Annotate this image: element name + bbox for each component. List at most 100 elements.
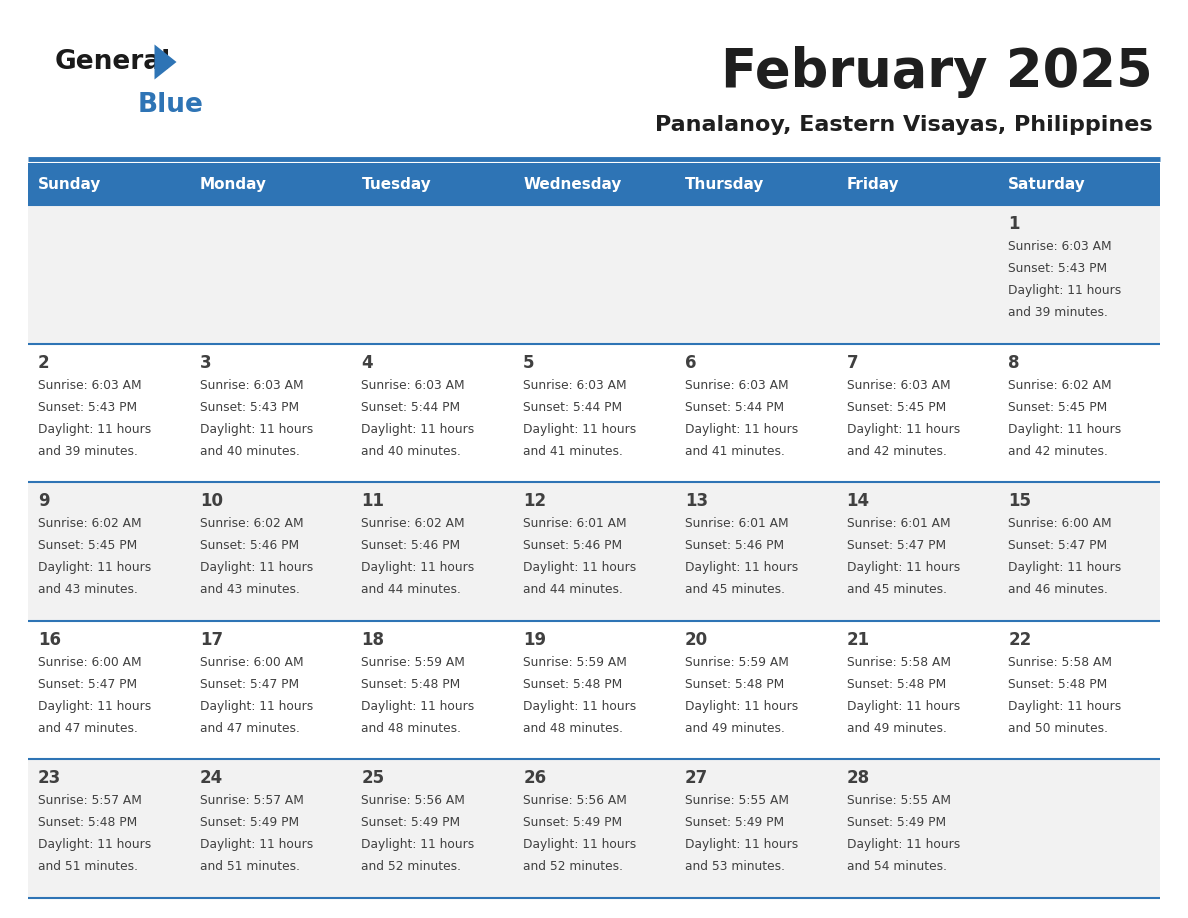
Text: 25: 25 xyxy=(361,769,385,788)
Text: 23: 23 xyxy=(38,769,62,788)
Bar xyxy=(513,482,675,621)
Text: Monday: Monday xyxy=(200,176,267,192)
Text: Sunset: 5:49 PM: Sunset: 5:49 PM xyxy=(200,816,299,829)
Bar xyxy=(513,621,675,759)
Text: 9: 9 xyxy=(38,492,50,510)
Text: Sunrise: 5:59 AM: Sunrise: 5:59 AM xyxy=(361,655,466,669)
Text: Sunrise: 6:01 AM: Sunrise: 6:01 AM xyxy=(523,517,627,531)
Text: 20: 20 xyxy=(684,631,708,649)
Text: Sunrise: 5:59 AM: Sunrise: 5:59 AM xyxy=(523,655,627,669)
Text: Daylight: 11 hours: Daylight: 11 hours xyxy=(523,838,637,851)
Text: 18: 18 xyxy=(361,631,385,649)
Bar xyxy=(675,205,836,343)
Bar xyxy=(513,759,675,898)
Text: Sunset: 5:47 PM: Sunset: 5:47 PM xyxy=(38,677,137,691)
Text: Sunset: 5:49 PM: Sunset: 5:49 PM xyxy=(361,816,461,829)
Text: 7: 7 xyxy=(847,353,858,372)
Text: 15: 15 xyxy=(1009,492,1031,510)
Bar xyxy=(675,343,836,482)
Bar xyxy=(352,163,513,205)
Text: Panalanoy, Eastern Visayas, Philippines: Panalanoy, Eastern Visayas, Philippines xyxy=(656,115,1154,135)
Text: Sunset: 5:46 PM: Sunset: 5:46 PM xyxy=(361,539,461,553)
Text: 16: 16 xyxy=(38,631,61,649)
Bar xyxy=(513,163,675,205)
Text: 24: 24 xyxy=(200,769,223,788)
Text: Friday: Friday xyxy=(847,176,899,192)
Text: Sunrise: 5:57 AM: Sunrise: 5:57 AM xyxy=(200,794,304,808)
Text: Sunrise: 5:58 AM: Sunrise: 5:58 AM xyxy=(847,655,950,669)
Bar xyxy=(29,343,190,482)
Text: 26: 26 xyxy=(523,769,546,788)
Text: Sunrise: 6:03 AM: Sunrise: 6:03 AM xyxy=(847,378,950,392)
Text: Daylight: 11 hours: Daylight: 11 hours xyxy=(200,561,312,574)
Text: Sunrise: 6:01 AM: Sunrise: 6:01 AM xyxy=(684,517,789,531)
Text: Sunset: 5:44 PM: Sunset: 5:44 PM xyxy=(361,400,461,414)
Text: and 52 minutes.: and 52 minutes. xyxy=(523,860,624,873)
Text: 19: 19 xyxy=(523,631,546,649)
Text: 4: 4 xyxy=(361,353,373,372)
Text: 17: 17 xyxy=(200,631,223,649)
Bar xyxy=(352,343,513,482)
Text: Sunrise: 5:56 AM: Sunrise: 5:56 AM xyxy=(523,794,627,808)
Text: and 41 minutes.: and 41 minutes. xyxy=(523,444,623,457)
Bar xyxy=(836,621,998,759)
Text: 3: 3 xyxy=(200,353,211,372)
Text: Sunset: 5:48 PM: Sunset: 5:48 PM xyxy=(684,677,784,691)
Text: Wednesday: Wednesday xyxy=(523,176,621,192)
Text: Sunrise: 5:55 AM: Sunrise: 5:55 AM xyxy=(847,794,950,808)
Bar xyxy=(998,482,1159,621)
Text: Sunset: 5:48 PM: Sunset: 5:48 PM xyxy=(1009,677,1107,691)
Bar xyxy=(675,759,836,898)
Text: Sunrise: 6:02 AM: Sunrise: 6:02 AM xyxy=(361,517,465,531)
Text: Daylight: 11 hours: Daylight: 11 hours xyxy=(38,838,151,851)
Text: Sunrise: 5:55 AM: Sunrise: 5:55 AM xyxy=(684,794,789,808)
Text: and 53 minutes.: and 53 minutes. xyxy=(684,860,785,873)
Bar xyxy=(513,343,675,482)
Bar xyxy=(190,343,352,482)
Text: Sunrise: 6:03 AM: Sunrise: 6:03 AM xyxy=(684,378,789,392)
Text: and 41 minutes.: and 41 minutes. xyxy=(684,444,785,457)
Text: 28: 28 xyxy=(847,769,870,788)
Text: Sunrise: 6:02 AM: Sunrise: 6:02 AM xyxy=(38,517,141,531)
Text: 5: 5 xyxy=(523,353,535,372)
Text: Sunrise: 6:03 AM: Sunrise: 6:03 AM xyxy=(1009,240,1112,253)
Text: Sunrise: 6:03 AM: Sunrise: 6:03 AM xyxy=(38,378,141,392)
Text: 8: 8 xyxy=(1009,353,1019,372)
Text: Sunset: 5:49 PM: Sunset: 5:49 PM xyxy=(523,816,623,829)
Text: Daylight: 11 hours: Daylight: 11 hours xyxy=(200,422,312,436)
Text: Sunrise: 6:03 AM: Sunrise: 6:03 AM xyxy=(361,378,465,392)
Text: February 2025: February 2025 xyxy=(721,46,1154,98)
Text: Sunset: 5:47 PM: Sunset: 5:47 PM xyxy=(1009,539,1107,553)
Text: 27: 27 xyxy=(684,769,708,788)
Bar xyxy=(352,759,513,898)
Text: and 43 minutes.: and 43 minutes. xyxy=(200,583,299,596)
Text: Daylight: 11 hours: Daylight: 11 hours xyxy=(847,700,960,712)
Text: Sunset: 5:48 PM: Sunset: 5:48 PM xyxy=(523,677,623,691)
Text: Sunrise: 6:00 AM: Sunrise: 6:00 AM xyxy=(200,655,303,669)
Text: 2: 2 xyxy=(38,353,50,372)
Text: Sunset: 5:46 PM: Sunset: 5:46 PM xyxy=(523,539,623,553)
Text: and 42 minutes.: and 42 minutes. xyxy=(1009,444,1108,457)
Text: and 50 minutes.: and 50 minutes. xyxy=(1009,722,1108,734)
Bar xyxy=(998,163,1159,205)
Text: and 44 minutes.: and 44 minutes. xyxy=(523,583,623,596)
Bar xyxy=(836,482,998,621)
Text: Daylight: 11 hours: Daylight: 11 hours xyxy=(523,700,637,712)
Bar xyxy=(352,482,513,621)
Polygon shape xyxy=(154,44,177,80)
Bar xyxy=(352,621,513,759)
Text: Sunset: 5:46 PM: Sunset: 5:46 PM xyxy=(684,539,784,553)
Text: and 51 minutes.: and 51 minutes. xyxy=(38,860,138,873)
Text: and 45 minutes.: and 45 minutes. xyxy=(847,583,947,596)
Text: Daylight: 11 hours: Daylight: 11 hours xyxy=(847,422,960,436)
Bar xyxy=(998,205,1159,343)
Text: 14: 14 xyxy=(847,492,870,510)
Bar xyxy=(190,482,352,621)
Text: Daylight: 11 hours: Daylight: 11 hours xyxy=(847,838,960,851)
Text: and 48 minutes.: and 48 minutes. xyxy=(361,722,461,734)
Text: and 44 minutes.: and 44 minutes. xyxy=(361,583,461,596)
Text: Daylight: 11 hours: Daylight: 11 hours xyxy=(684,700,798,712)
Text: Sunday: Sunday xyxy=(38,176,101,192)
Text: and 47 minutes.: and 47 minutes. xyxy=(200,722,299,734)
Bar xyxy=(29,621,190,759)
